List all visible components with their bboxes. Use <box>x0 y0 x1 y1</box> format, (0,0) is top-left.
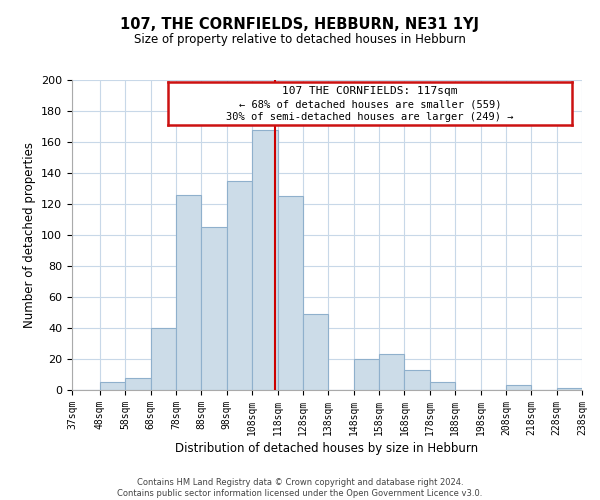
Bar <box>252 130 278 390</box>
Bar <box>430 382 455 390</box>
Bar <box>303 314 328 390</box>
Bar <box>176 194 202 390</box>
Bar <box>353 359 379 390</box>
Bar <box>100 382 125 390</box>
Bar <box>379 354 404 390</box>
Y-axis label: Number of detached properties: Number of detached properties <box>23 142 35 328</box>
Bar <box>557 388 582 390</box>
X-axis label: Distribution of detached houses by size in Hebburn: Distribution of detached houses by size … <box>175 442 479 455</box>
Bar <box>278 196 303 390</box>
Text: 107, THE CORNFIELDS, HEBBURN, NE31 1YJ: 107, THE CORNFIELDS, HEBBURN, NE31 1YJ <box>121 18 479 32</box>
Bar <box>506 386 531 390</box>
Bar <box>202 227 227 390</box>
Bar <box>227 180 252 390</box>
Text: Size of property relative to detached houses in Hebburn: Size of property relative to detached ho… <box>134 32 466 46</box>
Text: Contains HM Land Registry data © Crown copyright and database right 2024.
Contai: Contains HM Land Registry data © Crown c… <box>118 478 482 498</box>
Bar <box>151 328 176 390</box>
Bar <box>404 370 430 390</box>
Bar <box>125 378 151 390</box>
